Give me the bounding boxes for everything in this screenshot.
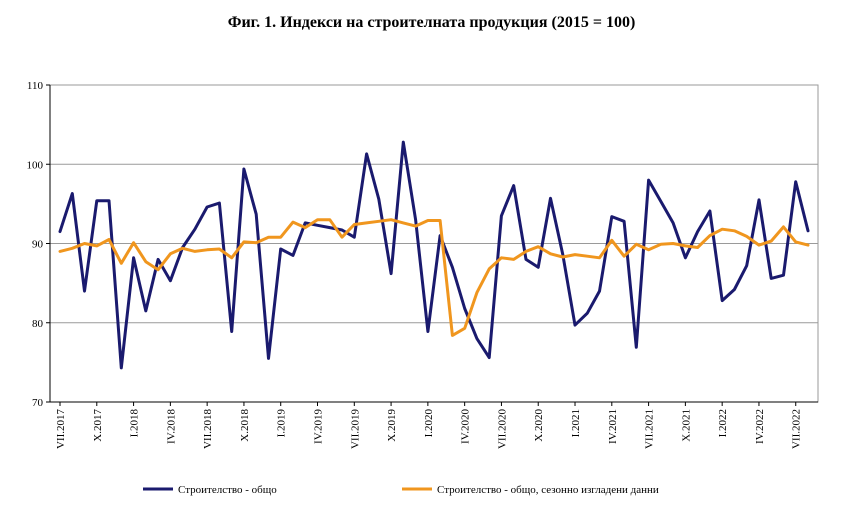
x-tick-label: I.2021 xyxy=(570,409,582,437)
y-tick-label: 70 xyxy=(32,397,44,409)
x-tick-label: VII.2017 xyxy=(55,409,67,450)
x-tick-label: IV.2021 xyxy=(607,409,619,444)
x-tick-label: X.2017 xyxy=(92,409,104,442)
series-line-total xyxy=(58,140,810,370)
y-tick-label: 110 xyxy=(27,80,44,92)
y-tick-label: 80 xyxy=(32,318,44,330)
y-tick-label: 90 xyxy=(32,239,44,251)
axis-layer: 70 80 90 100 110 VII.2017 X.2017 I.2018 IV.2018 V… xyxy=(27,80,818,450)
x-tick-label: I.2022 xyxy=(717,409,729,437)
x-tick-label: VII.2022 xyxy=(791,409,803,449)
x-tick-label: I.2019 xyxy=(276,409,288,438)
x-tick-label: IV.2020 xyxy=(460,409,472,444)
x-tick-label: X.2021 xyxy=(680,409,692,442)
legend-layer: Строителство - общо Строителство - общо, … xyxy=(143,484,659,496)
x-tick-label: IV.2018 xyxy=(165,409,177,444)
x-tick-label: VII.2018 xyxy=(202,409,214,450)
x-tick-label: VII.2021 xyxy=(644,409,656,449)
series-layer xyxy=(58,140,810,370)
legend-label: Строителство - общо, сезонно изгладени д… xyxy=(437,484,659,496)
legend-label: Строителство - общо xyxy=(178,484,277,496)
x-tick-label: VII.2019 xyxy=(349,409,361,450)
x-tick-label: X.2018 xyxy=(239,409,251,442)
x-tick-label: I.2020 xyxy=(423,409,435,438)
x-tick-label: X.2020 xyxy=(533,409,545,442)
x-tick-label: VII.2020 xyxy=(496,409,508,450)
x-tick-label: IV.2019 xyxy=(313,409,325,444)
chart-title: Фиг. 1. Индекси на строителната продукци… xyxy=(227,14,636,31)
y-tick-label: 100 xyxy=(27,159,44,171)
x-tick-label: I.2018 xyxy=(129,409,141,438)
x-tick-label: IV.2022 xyxy=(754,409,766,444)
x-tick-label: X.2019 xyxy=(386,409,398,442)
series-line-seasonal xyxy=(58,218,810,337)
